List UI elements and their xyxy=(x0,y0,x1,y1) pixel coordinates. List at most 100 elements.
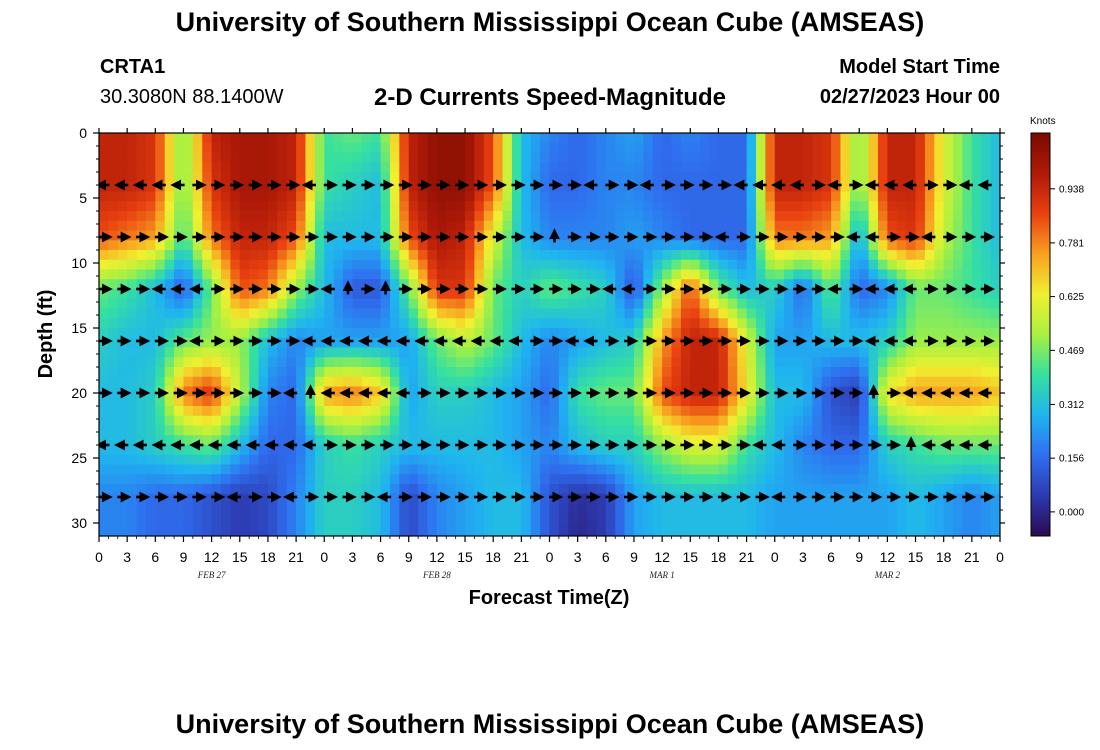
heatmap-cell xyxy=(221,396,231,407)
heatmap-cell xyxy=(906,298,917,310)
heatmap-cell xyxy=(455,523,466,534)
heatmap-cell xyxy=(258,406,269,417)
heatmap-cell xyxy=(164,220,175,232)
heatmap-cell xyxy=(840,152,851,163)
heatmap-cell xyxy=(427,181,438,193)
heatmap-cell xyxy=(333,152,344,163)
heatmap-cell xyxy=(389,445,400,456)
heatmap-cell xyxy=(568,523,579,534)
heatmap-cell xyxy=(455,484,466,495)
heatmap-cell xyxy=(727,464,738,475)
heatmap-cell xyxy=(887,142,898,154)
heatmap-cell xyxy=(615,269,626,280)
heatmap-cell xyxy=(352,396,363,407)
heatmap-cell xyxy=(953,250,964,261)
heatmap-cell xyxy=(286,357,297,368)
heatmap-cell xyxy=(718,445,729,456)
heatmap-cell xyxy=(605,220,616,232)
heatmap-cell xyxy=(221,259,231,271)
heatmap-cell xyxy=(596,532,607,536)
heatmap-cell xyxy=(784,172,795,183)
heatmap-cell xyxy=(436,454,447,466)
heatmap-cell xyxy=(840,454,851,466)
heatmap-cell xyxy=(361,425,372,436)
heatmap-cell xyxy=(455,230,466,241)
heatmap-cell xyxy=(924,347,935,358)
heatmap-cell xyxy=(483,328,494,339)
heatmap-cell xyxy=(737,289,748,300)
heatmap-cell xyxy=(174,259,185,271)
heatmap-cell xyxy=(127,162,138,173)
heatmap-cell xyxy=(483,152,494,163)
heatmap-cell xyxy=(446,396,457,407)
heatmap-cell xyxy=(314,357,325,368)
heatmap-cell xyxy=(727,386,738,397)
heatmap-cell xyxy=(230,308,241,319)
heatmap-cell xyxy=(436,318,447,329)
heatmap-cell xyxy=(680,142,691,154)
heatmap-cell xyxy=(521,318,532,329)
heatmap-cell xyxy=(690,181,701,193)
heatmap-cell xyxy=(737,386,748,397)
heatmap-cell xyxy=(821,279,832,290)
heatmap-cell xyxy=(399,406,410,417)
heatmap-cell xyxy=(587,484,598,495)
heatmap-cell xyxy=(249,220,260,232)
heatmap-cell xyxy=(953,396,964,407)
heatmap-cell xyxy=(680,376,691,388)
heatmap-cell xyxy=(99,503,109,514)
heatmap-cell xyxy=(155,513,166,524)
heatmap-cell xyxy=(333,289,344,300)
heatmap-cell xyxy=(427,289,438,300)
heatmap-cell xyxy=(605,493,616,505)
heatmap-cell xyxy=(587,503,598,514)
heatmap-cell xyxy=(108,367,119,378)
heatmap-cell xyxy=(643,181,654,193)
heatmap-cell xyxy=(530,162,541,173)
heatmap-cell xyxy=(352,523,363,534)
heatmap-cell xyxy=(436,240,447,251)
heatmap-cell xyxy=(615,376,626,388)
heatmap-cell xyxy=(164,259,175,271)
heatmap-cell xyxy=(633,415,644,427)
heatmap-cell xyxy=(145,269,156,280)
heatmap-cell xyxy=(934,532,945,536)
heatmap-cell xyxy=(774,337,785,349)
heatmap-cell xyxy=(962,220,973,232)
heatmap-cell xyxy=(483,279,494,290)
heatmap-cell xyxy=(934,415,945,427)
heatmap-cell xyxy=(202,532,213,536)
heatmap-cell xyxy=(221,230,231,241)
heatmap-cell xyxy=(971,201,982,212)
heatmap-cell xyxy=(540,386,551,397)
heatmap-cell xyxy=(887,133,898,144)
heatmap-cell xyxy=(953,337,964,349)
heatmap-cell xyxy=(239,181,250,193)
heatmap-cell xyxy=(192,181,203,193)
heatmap-cell xyxy=(962,347,973,358)
heatmap-cell xyxy=(352,220,363,232)
heatmap-cell xyxy=(324,259,335,271)
heatmap-cell xyxy=(633,259,644,271)
heatmap-cell xyxy=(690,142,701,154)
heatmap-cell xyxy=(746,191,757,202)
heatmap-cell xyxy=(230,240,241,251)
heatmap-cell xyxy=(596,464,607,475)
heatmap-cell xyxy=(352,464,363,475)
heatmap-cell xyxy=(784,181,795,193)
heatmap-cell xyxy=(699,308,710,319)
heatmap-cell xyxy=(145,513,156,524)
heatmap-cell xyxy=(474,318,485,329)
heatmap-cell xyxy=(155,474,166,485)
heatmap-cell xyxy=(906,142,917,154)
heatmap-cell xyxy=(558,493,569,505)
heatmap-cell xyxy=(99,211,109,222)
heatmap-cell xyxy=(361,532,372,536)
heatmap-cell xyxy=(784,328,795,339)
heatmap-cell xyxy=(258,396,269,407)
heatmap-cell xyxy=(286,532,297,536)
heatmap-cell xyxy=(549,328,560,339)
heatmap-cell xyxy=(821,328,832,339)
heatmap-cell xyxy=(408,532,419,536)
heatmap-cell xyxy=(662,172,673,183)
